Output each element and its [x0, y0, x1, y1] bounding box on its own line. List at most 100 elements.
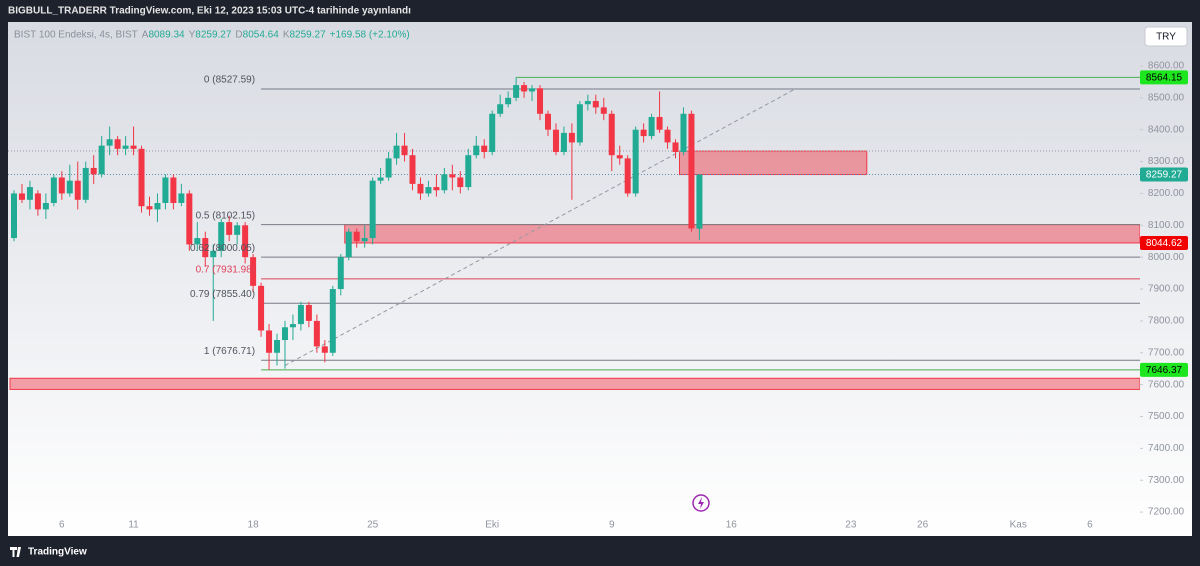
zone: [9, 377, 1140, 390]
candle-body: [624, 158, 631, 194]
price-label-bg: [1140, 362, 1188, 377]
candle-body: [441, 174, 448, 191]
legend-text: A: [142, 30, 149, 41]
legend-text: +169.58 (+2.10%): [330, 30, 410, 41]
candle-body: [210, 250, 217, 258]
candle-body: [409, 155, 416, 184]
candle-body: [568, 132, 575, 143]
x-tick-label: 18: [248, 520, 260, 531]
legend-text: 8089.34: [148, 30, 185, 41]
candle-body: [18, 193, 25, 200]
candle-body: [66, 180, 73, 194]
fib-label: 0.62 (8000.05): [190, 243, 255, 254]
currency-button[interactable]: TRY: [1144, 26, 1188, 47]
icon-ring[interactable]: [692, 494, 710, 512]
candle-body: [425, 187, 432, 194]
candle-body: [98, 145, 105, 175]
legend-text: D: [235, 30, 242, 41]
candle-body: [465, 155, 472, 188]
candle-body: [417, 183, 424, 194]
candle-body: [505, 97, 512, 105]
y-tick-label: 8000.00: [1148, 252, 1185, 263]
x-tick-label: 26: [917, 520, 929, 531]
candle-body: [329, 289, 336, 353]
candle-body: [497, 104, 504, 114]
y-tick-label: 7700.00: [1148, 347, 1185, 358]
candle-body: [481, 145, 488, 153]
y-tick-label: 7300.00: [1148, 475, 1185, 486]
y-tick-label: 8200.00: [1148, 188, 1185, 199]
candle-body: [90, 167, 97, 175]
legend-text: 8259.27: [289, 30, 326, 41]
zone: [678, 150, 868, 176]
candle-body: [42, 202, 49, 210]
candle-body: [337, 257, 344, 290]
candle-body: [616, 155, 623, 159]
candle-body: [345, 231, 352, 258]
x-tick-label: 16: [726, 520, 738, 531]
candle-body: [26, 187, 33, 200]
candle-body: [313, 320, 320, 347]
candle-body: [138, 148, 145, 207]
icon-bolt[interactable]: [698, 497, 704, 509]
candle-body: [321, 346, 328, 353]
candle-body: [552, 129, 559, 153]
candle-body: [234, 225, 241, 235]
candle-body: [114, 139, 121, 149]
candle-body: [50, 177, 57, 203]
candle-body: [688, 113, 695, 229]
candle-body: [305, 304, 312, 321]
fib-label: 0.5 (8102.15): [196, 210, 256, 221]
candle-body: [489, 113, 496, 153]
x-tick-label: 25: [367, 520, 379, 531]
candle-body: [696, 174, 703, 229]
candle-body: [106, 139, 113, 146]
footer-logo: TradingView: [10, 547, 87, 558]
y-tick-label: 8500.00: [1148, 92, 1185, 103]
candle-body: [513, 85, 520, 98]
y-tick-label: 7800.00: [1148, 316, 1185, 327]
fib-label: 0 (8527.59): [204, 75, 255, 86]
candle-body: [82, 167, 89, 200]
button-bg[interactable]: [1144, 26, 1188, 47]
candle-body: [664, 129, 671, 143]
candle-body: [258, 285, 265, 331]
legend-text: Y: [189, 30, 196, 41]
footer-brand: TradingView: [28, 547, 87, 558]
button-label[interactable]: TRY: [1156, 32, 1176, 43]
candle-body: [576, 104, 583, 143]
candle-body: [449, 174, 456, 178]
price-label-bg: [1140, 167, 1188, 182]
lightning-icon[interactable]: [692, 494, 710, 512]
candle-body: [433, 187, 440, 191]
candle-body: [361, 238, 368, 242]
legend-text: BIST 100 Endeksi, 4s, BIST: [14, 30, 138, 41]
candle-body: [457, 177, 464, 188]
candle-body: [178, 193, 185, 203]
candle-body: [393, 145, 400, 159]
x-tick-label: 9: [609, 520, 615, 531]
candle-body: [656, 116, 663, 130]
x-tick-label: 6: [59, 520, 65, 531]
price-label: 7646.37: [1146, 365, 1183, 376]
y-tick-label: 7600.00: [1148, 379, 1185, 390]
candle-body: [648, 116, 655, 137]
candle-body: [281, 327, 288, 341]
candle-body: [640, 129, 647, 137]
x-tick-label: Eki: [485, 520, 499, 531]
candle-body: [274, 340, 281, 353]
candle-body: [202, 238, 209, 258]
y-tick-label: 7900.00: [1148, 284, 1185, 295]
candle-body: [226, 222, 233, 235]
candle-body: [122, 145, 129, 149]
fib-label: 0.7 (7931.98): [196, 264, 256, 275]
y-tick-label: 8600.00: [1148, 61, 1185, 72]
candle-body: [600, 107, 607, 114]
candle-body: [377, 177, 384, 181]
zone: [344, 224, 1140, 244]
candle-body: [34, 193, 41, 210]
legend-text: 8054.64: [243, 30, 280, 41]
price-label-bg: [1140, 70, 1188, 85]
candle-body: [680, 113, 687, 153]
